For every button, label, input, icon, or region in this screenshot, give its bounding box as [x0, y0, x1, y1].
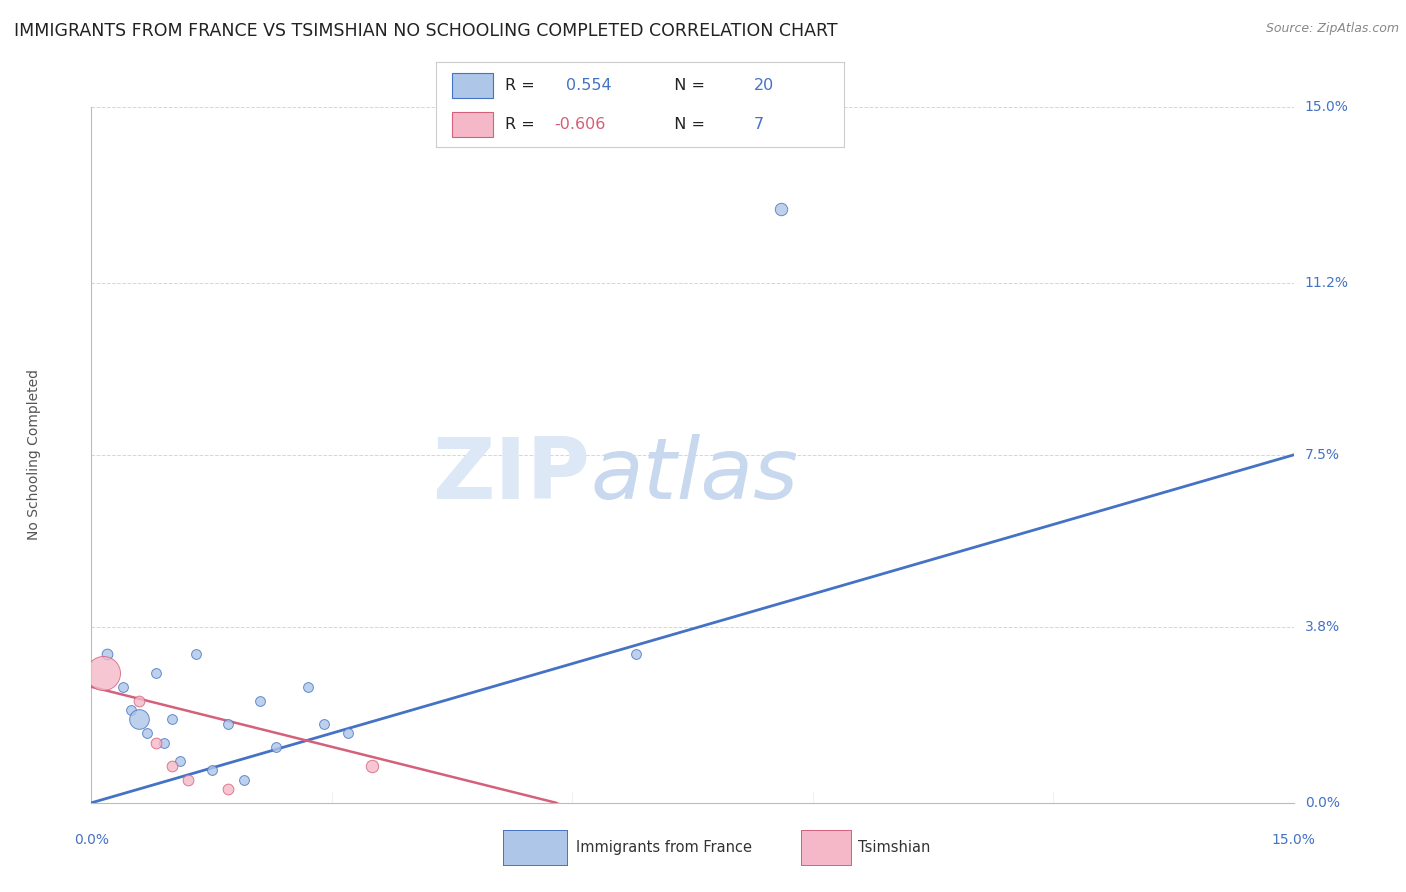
Text: 20: 20	[754, 78, 775, 93]
Point	[176, 772, 198, 787]
Point	[136, 726, 159, 740]
Point	[145, 665, 167, 680]
Text: 7: 7	[754, 117, 763, 132]
Text: N =: N =	[664, 117, 710, 132]
Text: Source: ZipAtlas.com: Source: ZipAtlas.com	[1265, 22, 1399, 36]
Point	[232, 772, 254, 787]
Text: 15.0%: 15.0%	[1305, 100, 1348, 114]
Point	[128, 712, 150, 726]
Point	[217, 717, 239, 731]
Text: 15.0%: 15.0%	[1271, 833, 1316, 847]
Point	[184, 648, 207, 662]
Point	[249, 694, 271, 708]
Point	[152, 735, 174, 749]
Text: R =: R =	[505, 117, 540, 132]
Bar	[453, 72, 494, 98]
Text: -0.606: -0.606	[554, 117, 606, 132]
Point	[160, 712, 183, 726]
Point	[336, 726, 359, 740]
Text: No Schooling Completed: No Schooling Completed	[27, 369, 41, 541]
Point	[297, 680, 319, 694]
Point	[112, 680, 135, 694]
Point	[169, 754, 191, 768]
Point	[160, 758, 183, 772]
Text: 0.0%: 0.0%	[1305, 796, 1340, 810]
Point	[96, 648, 118, 662]
Text: 0.554: 0.554	[567, 78, 612, 93]
Bar	[453, 112, 494, 137]
Point	[626, 648, 648, 662]
Point	[128, 694, 150, 708]
Text: ZIP: ZIP	[433, 434, 591, 517]
Text: atlas: atlas	[591, 434, 799, 517]
Text: IMMIGRANTS FROM FRANCE VS TSIMSHIAN NO SCHOOLING COMPLETED CORRELATION CHART: IMMIGRANTS FROM FRANCE VS TSIMSHIAN NO S…	[14, 22, 838, 40]
Point	[121, 703, 143, 717]
Text: Tsimshian: Tsimshian	[858, 840, 929, 855]
Point	[312, 717, 335, 731]
Text: R =: R =	[505, 78, 546, 93]
Point	[264, 740, 287, 755]
Point	[360, 758, 382, 772]
Text: 3.8%: 3.8%	[1305, 620, 1340, 633]
Point	[93, 665, 115, 680]
Point	[769, 202, 792, 216]
Text: N =: N =	[664, 78, 710, 93]
Point	[201, 764, 224, 778]
Text: 0.0%: 0.0%	[75, 833, 108, 847]
Text: 7.5%: 7.5%	[1305, 448, 1340, 462]
Point	[217, 781, 239, 796]
Point	[145, 735, 167, 749]
Text: 11.2%: 11.2%	[1305, 277, 1348, 290]
Text: Immigrants from France: Immigrants from France	[576, 840, 752, 855]
